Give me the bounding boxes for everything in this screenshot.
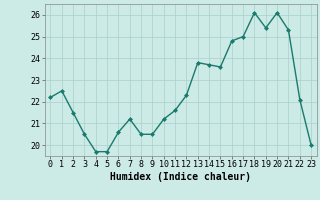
X-axis label: Humidex (Indice chaleur): Humidex (Indice chaleur)	[110, 172, 251, 182]
